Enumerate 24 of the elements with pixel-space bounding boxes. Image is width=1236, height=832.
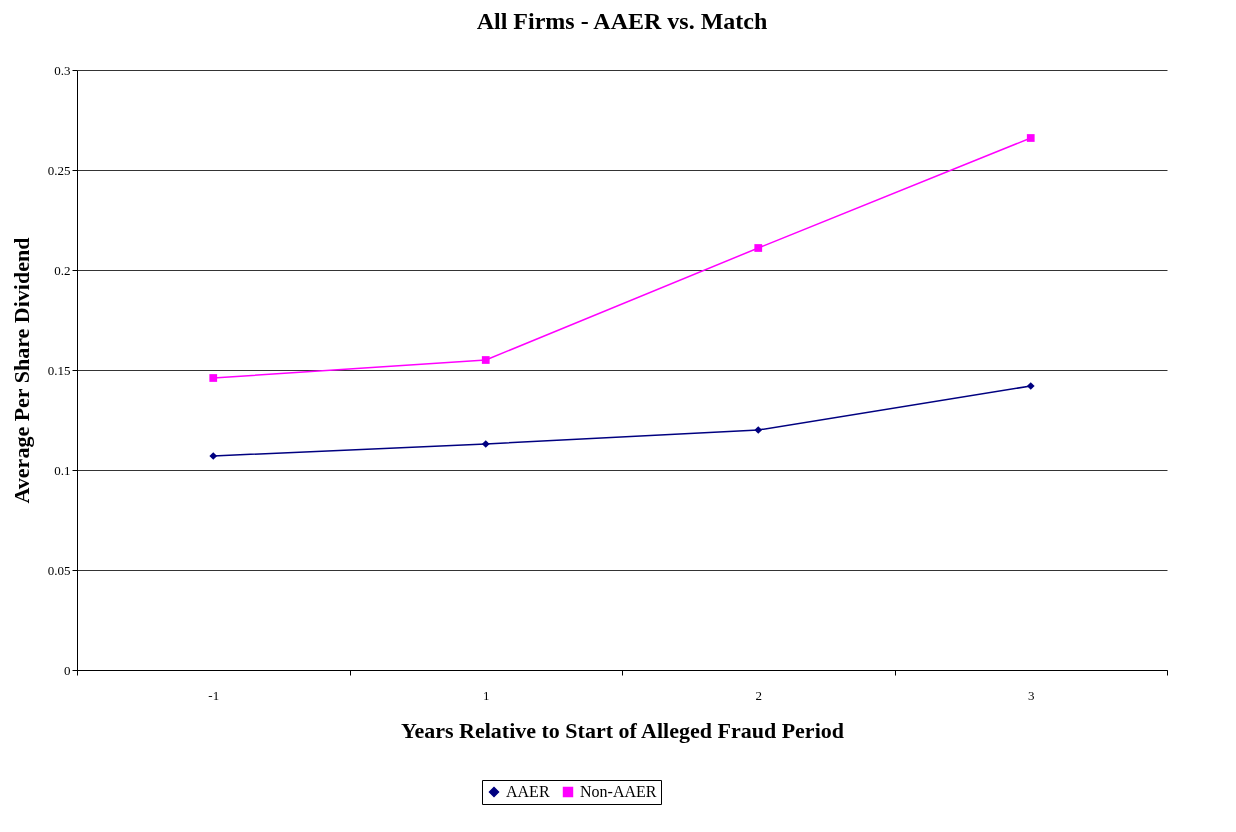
x-axis-title: Years Relative to Start of Alleged Fraud Period [401, 717, 844, 743]
x-tick-label: 2 [755, 687, 762, 703]
point [209, 452, 218, 460]
legend-label: Non-AAER [580, 783, 657, 800]
chart-title: All Firms - AAER vs. Match [476, 8, 768, 34]
y-tick-label: 0.1 [54, 462, 71, 478]
point [481, 356, 490, 364]
legend-label: AAER [506, 783, 550, 800]
point [481, 440, 490, 448]
point [1026, 134, 1035, 142]
y-tick-label: 0 [64, 662, 71, 678]
point [754, 426, 763, 434]
y-tick-label: 0.25 [47, 162, 71, 178]
point [1026, 382, 1035, 390]
y-axis-title: Average Per Share Dividend [8, 237, 34, 504]
point [209, 374, 218, 382]
y-tick-label: 0.05 [47, 562, 71, 578]
y-tick-label: 0.15 [47, 362, 71, 378]
x-tick-label: 3 [1028, 687, 1035, 703]
x-tick-label: -1 [208, 687, 220, 703]
y-tick-label: 0.2 [54, 262, 71, 278]
x-tick-label: 1 [483, 687, 490, 703]
y-tick-label: 0.3 [54, 62, 71, 78]
point [754, 244, 763, 252]
